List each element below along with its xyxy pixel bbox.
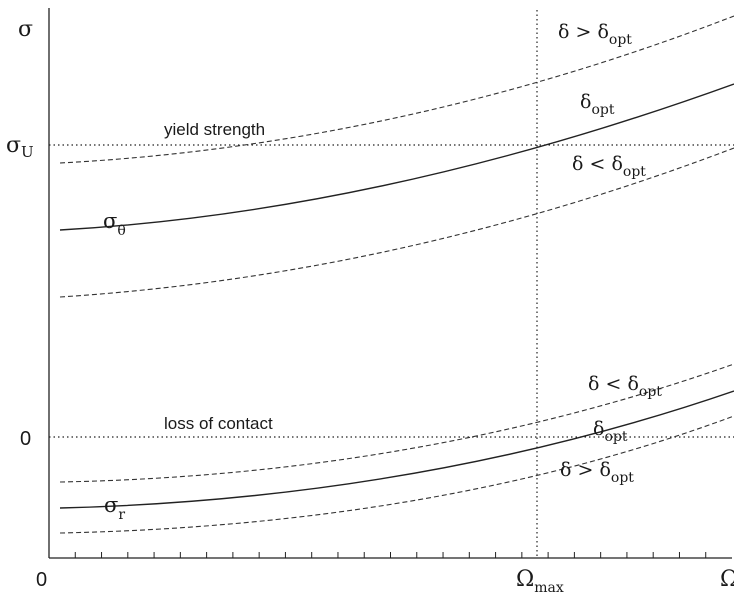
x-origin-label: 0 [36, 569, 47, 591]
x-marker-omega-max: Ωmax [516, 567, 564, 596]
sigma-r-label: σr [104, 493, 125, 523]
x-axis-minor-ticks [74, 552, 707, 558]
y-tick-sigma-u: σU [6, 133, 34, 161]
theta-low-label: δ < δopt [572, 153, 646, 180]
theta-opt-curve [59, 83, 734, 231]
y-tick-zero: 0 [20, 428, 31, 450]
y-axis-label: σ [18, 17, 33, 42]
r-high-curve [59, 415, 734, 534]
r-high-label: δ > δopt [560, 459, 634, 486]
sigma-theta-label: σθ [103, 209, 126, 239]
loss-of-contact-label: loss of contact [164, 414, 273, 433]
x-end-label: Ω [720, 567, 734, 592]
theta-high-label: δ > δopt [558, 21, 632, 48]
r-low-label: δ < δopt [588, 373, 662, 400]
yield-strength-label: yield strength [164, 120, 265, 139]
r-low-curve [59, 363, 734, 483]
theta-high-curve [59, 15, 734, 164]
r-opt-curve [59, 390, 734, 509]
theta-low-curve [59, 147, 734, 298]
theta-opt-label: δopt [580, 91, 615, 118]
r-opt-label: δopt [593, 418, 628, 445]
